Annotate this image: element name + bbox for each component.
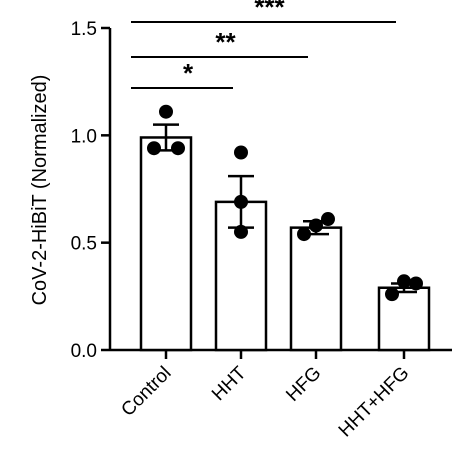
significance-brackets: ****** xyxy=(131,0,396,89)
data-point xyxy=(297,227,311,242)
x-tick-label: HHT xyxy=(208,362,251,405)
y-tick-label: 0.5 xyxy=(71,234,97,255)
data-point xyxy=(234,224,248,239)
significance-label: ** xyxy=(215,27,236,57)
bar xyxy=(139,136,193,352)
x-tick-label: HHT+HFG xyxy=(335,363,414,442)
y-axis-title: CoV-2-HiBiT (Normalized) xyxy=(29,75,51,306)
data-point xyxy=(397,274,411,289)
data-point xyxy=(385,287,399,302)
bar xyxy=(289,226,343,352)
data-point xyxy=(234,194,248,209)
bars xyxy=(139,123,431,352)
y-tick-label: 1.0 xyxy=(71,126,97,147)
significance-label: *** xyxy=(254,0,285,22)
data-point xyxy=(409,276,423,291)
x-tick-label: Control xyxy=(117,363,175,421)
data-point xyxy=(234,145,248,160)
data-point xyxy=(147,141,161,156)
data-points xyxy=(147,104,423,302)
data-point xyxy=(321,212,335,227)
significance-label: * xyxy=(183,58,194,88)
data-point xyxy=(159,104,173,119)
y-tick-label: 0.0 xyxy=(71,341,97,362)
data-point xyxy=(171,141,185,156)
data-point xyxy=(309,218,323,233)
x-tick-label: HFG xyxy=(282,363,325,406)
y-tick-label: 1.5 xyxy=(71,19,97,40)
